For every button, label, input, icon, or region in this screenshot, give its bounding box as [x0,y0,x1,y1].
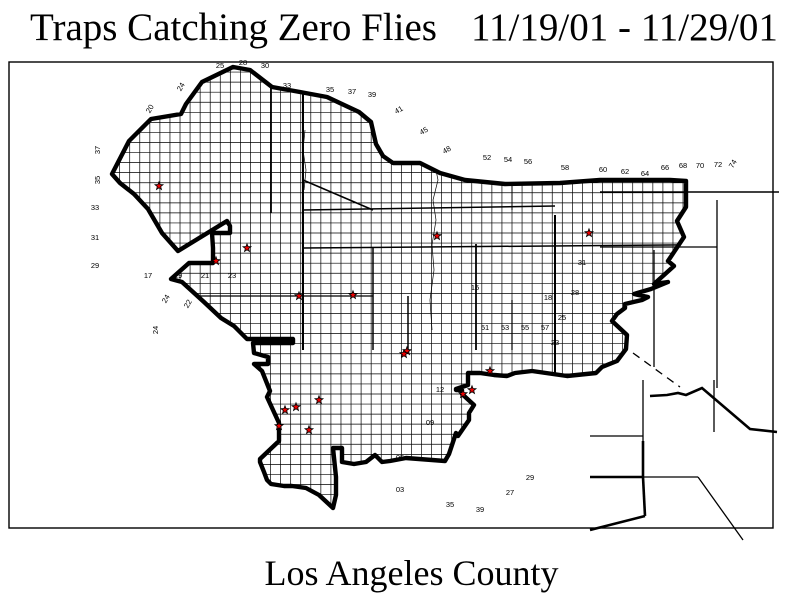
svg-text:29: 29 [91,261,99,270]
svg-text:60: 60 [599,165,607,174]
svg-text:29: 29 [526,473,534,482]
svg-text:09: 09 [426,418,434,427]
svg-text:72: 72 [714,160,722,169]
svg-text:31: 31 [578,258,586,267]
svg-text:33: 33 [283,81,291,90]
svg-text:37: 37 [93,146,102,154]
svg-text:54: 54 [504,155,512,164]
svg-text:23: 23 [228,271,236,280]
svg-text:25: 25 [216,61,224,70]
svg-text:57: 57 [541,323,549,332]
svg-text:41: 41 [393,104,405,116]
svg-text:20: 20 [144,103,156,115]
svg-text:24: 24 [175,81,187,93]
svg-text:31: 31 [91,233,99,242]
svg-text:68: 68 [679,161,687,170]
svg-text:70: 70 [696,161,704,170]
svg-text:66: 66 [661,163,669,172]
svg-text:48: 48 [441,144,453,156]
svg-text:45: 45 [418,125,430,137]
svg-text:35: 35 [93,176,102,184]
svg-text:21: 21 [201,271,209,280]
svg-text:33: 33 [91,203,99,212]
svg-text:23: 23 [551,338,559,347]
svg-text:28: 28 [239,58,247,67]
svg-text:64: 64 [641,169,649,178]
svg-text:17: 17 [144,271,152,280]
svg-text:62: 62 [621,167,629,176]
svg-text:28: 28 [571,288,579,297]
svg-text:24: 24 [151,326,160,334]
svg-text:58: 58 [561,163,569,172]
svg-text:74: 74 [727,158,739,170]
svg-text:05: 05 [396,453,404,462]
svg-text:15: 15 [471,283,479,292]
svg-text:12: 12 [436,385,444,394]
svg-text:19: 19 [174,271,182,280]
svg-text:27: 27 [506,488,514,497]
svg-text:30: 30 [261,61,269,70]
svg-text:39: 39 [476,505,484,514]
svg-text:18: 18 [544,293,552,302]
svg-text:56: 56 [524,157,532,166]
svg-text:35: 35 [326,85,334,94]
svg-text:25: 25 [558,313,566,322]
svg-text:24: 24 [160,293,172,305]
svg-text:52: 52 [483,153,491,162]
svg-text:35: 35 [446,500,454,509]
svg-text:37: 37 [348,87,356,96]
svg-text:55: 55 [521,323,529,332]
svg-text:53: 53 [501,323,509,332]
svg-text:03: 03 [396,485,404,494]
svg-text:39: 39 [368,90,376,99]
svg-text:51: 51 [481,323,489,332]
svg-text:22: 22 [182,298,194,310]
